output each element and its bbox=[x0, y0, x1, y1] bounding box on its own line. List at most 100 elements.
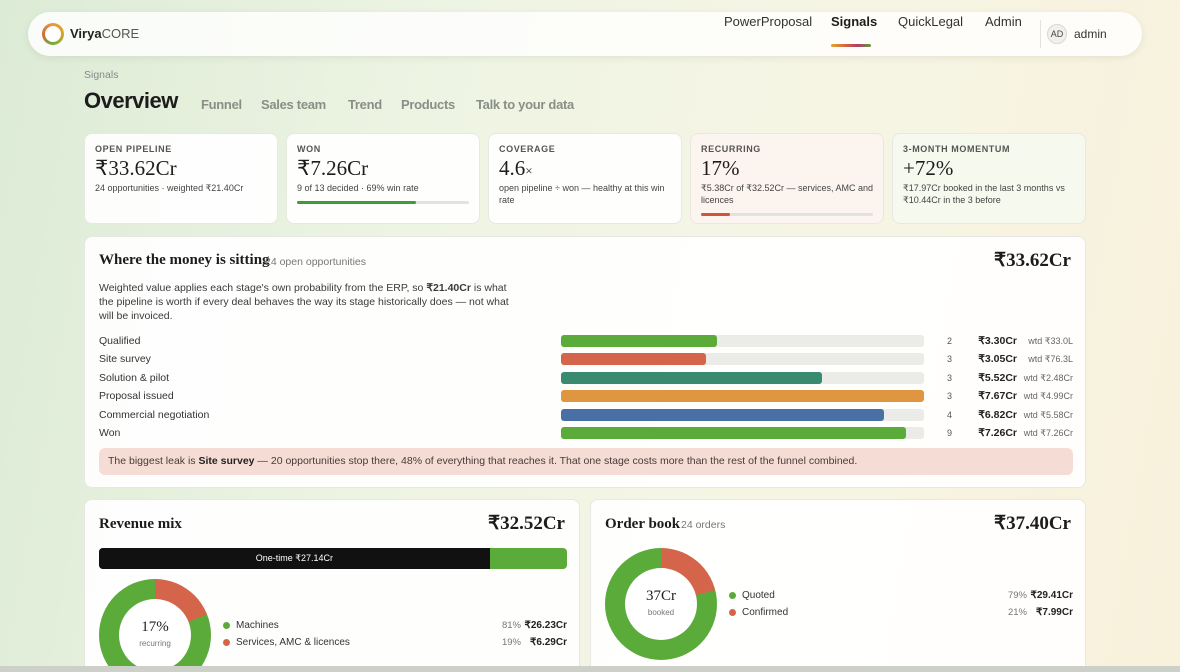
brand-name-bold: Virya bbox=[70, 26, 102, 41]
legend-amount: ₹26.23Cr bbox=[524, 620, 568, 631]
stage-row[interactable]: Site survey 3 ₹3.05Cr wtd ₹76.3L bbox=[99, 351, 1073, 369]
revenue-mix-panel: Revenue mix ₹32.52Cr One-time ₹27.14Cr 1… bbox=[84, 499, 580, 672]
horizontal-scrollbar[interactable] bbox=[0, 666, 1180, 672]
leak-stage: Site survey bbox=[198, 455, 255, 467]
stage-bar bbox=[561, 427, 906, 439]
nav-powerproposal[interactable]: PowerProposal bbox=[724, 14, 813, 29]
kpi-subtext: 24 opportunities · weighted ₹21.40Cr bbox=[95, 183, 244, 193]
nav-quicklegal[interactable]: QuickLegal bbox=[898, 14, 964, 29]
tab-sales-team[interactable]: Sales team bbox=[261, 97, 326, 112]
stage-row[interactable]: Commercial negotiation 4 ₹6.82Cr wtd ₹5.58C… bbox=[99, 407, 1073, 425]
donut-label: booked bbox=[647, 608, 675, 617]
brand-logo[interactable]: ViryaCORE bbox=[70, 26, 139, 41]
legend-label: Confirmed bbox=[742, 607, 789, 618]
user-name[interactable]: admin bbox=[1074, 27, 1107, 41]
legend-item: Services, AMC & licences bbox=[223, 637, 350, 648]
logo-ring-icon bbox=[42, 23, 64, 45]
donut-center: 17% recurring bbox=[119, 599, 191, 671]
desc-bold: ₹21.40Cr bbox=[426, 282, 471, 294]
stage-weighted: wtd ₹7.26Cr bbox=[1023, 428, 1073, 438]
stage-row[interactable]: Solution & pilot 3 ₹5.52Cr wtd ₹2.48Cr bbox=[99, 370, 1073, 388]
section-total: ₹33.62Cr bbox=[994, 250, 1071, 271]
legend-label: Machines bbox=[236, 620, 279, 631]
tab-trend[interactable]: Trend bbox=[348, 97, 382, 112]
legend-amount: ₹6.29Cr bbox=[530, 637, 567, 648]
legend-label: Services, AMC & licences bbox=[236, 637, 350, 648]
desc-text: Weighted value applies each stage's own … bbox=[99, 282, 427, 294]
stage-amount: ₹3.30Cr bbox=[978, 335, 1017, 347]
stage-amount: ₹6.82Cr bbox=[978, 409, 1017, 421]
legend-amount: ₹29.41Cr bbox=[1030, 590, 1074, 601]
nav-active-underline bbox=[831, 44, 871, 47]
kpi-label: OPEN PIPELINE bbox=[95, 144, 172, 154]
win-rate-progress-bar bbox=[297, 201, 469, 204]
stage-bar bbox=[561, 390, 924, 402]
section-total: ₹32.52Cr bbox=[488, 513, 565, 534]
kpi-subtext: 9 of 13 decided · 69% win rate bbox=[297, 183, 419, 193]
donut-center: 37Cr booked bbox=[625, 568, 697, 640]
stage-bar-track bbox=[561, 409, 924, 421]
stage-bar-track bbox=[561, 390, 924, 402]
stage-amount: ₹3.05Cr bbox=[978, 353, 1017, 365]
stage-bar-track bbox=[561, 427, 924, 439]
stage-name: Qualified bbox=[99, 335, 141, 347]
legend-dot bbox=[223, 621, 230, 629]
recurring-progress-bar bbox=[701, 213, 873, 216]
stage-weighted: wtd ₹76.3L bbox=[1028, 354, 1073, 364]
stage-amount: ₹7.26Cr bbox=[978, 427, 1017, 439]
legend-dot bbox=[729, 591, 736, 599]
stage-name: Won bbox=[99, 427, 121, 439]
avatar[interactable]: AD bbox=[1047, 24, 1067, 44]
nav-admin[interactable]: Admin bbox=[985, 14, 1022, 29]
stage-row[interactable]: Won 9 ₹7.26Cr wtd ₹7.26Cr bbox=[99, 425, 1073, 443]
stage-count: 3 bbox=[947, 373, 953, 383]
section-total: ₹37.40Cr bbox=[994, 513, 1071, 534]
stage-name: Commercial negotiation bbox=[99, 409, 210, 421]
section-title: Revenue mix bbox=[99, 516, 182, 532]
kpi-label: 3-MONTH MOMENTUM bbox=[903, 144, 1011, 154]
stage-row[interactable]: Proposal issued 3 ₹7.67Cr wtd ₹4.99Cr bbox=[99, 388, 1073, 406]
section-title: Order book bbox=[605, 516, 681, 532]
stage-amount: ₹7.67Cr bbox=[978, 390, 1017, 402]
progress-fill bbox=[297, 201, 416, 204]
stage-count: 3 bbox=[947, 354, 953, 364]
legend-label: Quoted bbox=[742, 590, 775, 601]
donut-value: 17% bbox=[141, 619, 169, 635]
tab-funnel[interactable]: Funnel bbox=[201, 97, 242, 112]
stage-weighted: wtd ₹2.48Cr bbox=[1023, 373, 1073, 383]
kpi-subtext: ₹5.38Cr of ₹32.52Cr — services, AMC and … bbox=[701, 183, 874, 205]
legend-percent: 19% bbox=[501, 637, 521, 648]
breadcrumb[interactable]: Signals bbox=[84, 69, 119, 81]
stage-count: 3 bbox=[947, 391, 953, 401]
kpi-card-recurring: RECURRING 17% ₹5.38Cr of ₹32.52Cr — serv… bbox=[690, 133, 884, 224]
stage-row[interactable]: Qualified 2 ₹3.30Cr wtd ₹33.0L bbox=[99, 333, 1073, 351]
leak-text: The biggest leak is bbox=[108, 455, 199, 467]
legend-item: Confirmed bbox=[729, 607, 788, 618]
kpi-value: 17% bbox=[701, 156, 740, 180]
order-book-donut-chart: 37Cr booked bbox=[605, 548, 717, 660]
legend-amount: ₹7.99Cr bbox=[1036, 607, 1073, 618]
stage-name: Proposal issued bbox=[99, 390, 174, 402]
section-title: Where the money is sitting bbox=[99, 252, 270, 268]
kpi-card-momentum: 3-MONTH MOMENTUM +72% ₹17.97Cr booked in… bbox=[892, 133, 1086, 224]
kpi-subtext: ₹17.97Cr booked in the last 3 months vs … bbox=[903, 183, 1065, 205]
tab-talk-to-your-data[interactable]: Talk to your data bbox=[476, 97, 574, 112]
kpi-label: WON bbox=[297, 144, 321, 154]
legend-item: Quoted bbox=[729, 590, 775, 601]
stage-bar bbox=[561, 409, 885, 421]
kpi-value: 4.6× bbox=[499, 156, 533, 181]
kpi-card-open-pipeline: OPEN PIPELINE ₹33.62Cr 24 opportunities … bbox=[84, 133, 278, 224]
kpi-card-won: WON ₹7.26Cr 9 of 13 decided · 69% win ra… bbox=[286, 133, 480, 224]
kpi-label: COVERAGE bbox=[499, 144, 556, 154]
kpi-card-coverage: COVERAGE 4.6× open pipeline ÷ won — heal… bbox=[488, 133, 682, 224]
stage-bar-track bbox=[561, 335, 924, 347]
stage-count: 4 bbox=[947, 410, 953, 420]
tab-products[interactable]: Products bbox=[401, 97, 455, 112]
weighted-description: Weighted value applies each stage's own … bbox=[99, 281, 519, 323]
one-time-segment: One-time ₹27.14Cr bbox=[99, 548, 490, 569]
legend-percent: 21% bbox=[1007, 607, 1027, 618]
donut-label: recurring bbox=[139, 639, 171, 648]
nav-signals[interactable]: Signals bbox=[831, 14, 878, 29]
kpi-label: RECURRING bbox=[701, 144, 761, 154]
stage-count: 2 bbox=[947, 336, 953, 346]
